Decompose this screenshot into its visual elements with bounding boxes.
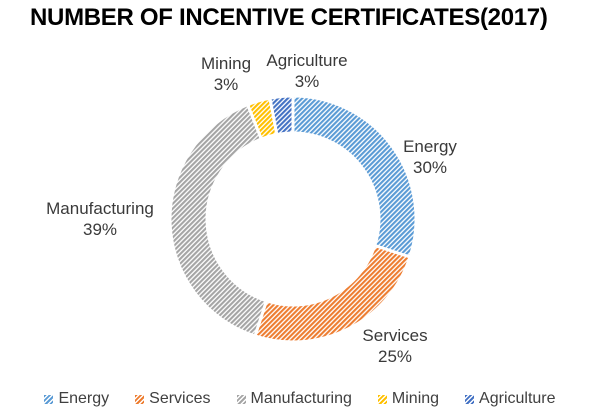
chart-title: NUMBER OF INCENTIVE CERTIFICATES(2017) bbox=[30, 4, 548, 31]
chart-legend: Energy Services Manufacturing Mining Agr… bbox=[0, 387, 600, 411]
legend-label: Mining bbox=[391, 390, 440, 407]
slice-agriculture bbox=[268, 94, 295, 137]
legend-marker-mining bbox=[377, 394, 387, 404]
legend-marker-energy bbox=[44, 394, 54, 404]
slice-label-mining: Mining 3% bbox=[176, 53, 276, 95]
slice-energy bbox=[291, 94, 418, 259]
slice-label-value: 25% bbox=[377, 347, 413, 366]
legend-label: Energy bbox=[58, 390, 110, 407]
legend-marker-agriculture bbox=[465, 394, 475, 404]
legend-item-services: Services bbox=[135, 390, 211, 408]
slice-label-name: Mining bbox=[200, 54, 252, 73]
legend-marker-manufacturing bbox=[236, 394, 246, 404]
slice-label-value: 30% bbox=[412, 158, 448, 177]
legend-item-energy: Energy bbox=[44, 390, 109, 408]
legend-label: Manufacturing bbox=[250, 390, 352, 407]
slice-manufacturing bbox=[168, 102, 269, 338]
legend-item-agriculture: Agriculture bbox=[465, 390, 556, 408]
legend-item-manufacturing: Manufacturing bbox=[236, 390, 352, 408]
slice-label-name: Manufacturing bbox=[46, 199, 154, 218]
slice-label-name: Services bbox=[362, 326, 428, 345]
slice-label-agriculture: Agriculture 3% bbox=[245, 50, 369, 92]
slice-label-value: 39% bbox=[82, 220, 118, 239]
slice-label-value: 3% bbox=[294, 72, 320, 91]
slice-label-name: Agriculture bbox=[266, 51, 348, 70]
slice-label-value: 3% bbox=[213, 75, 239, 94]
slice-label-services: Services 25% bbox=[335, 325, 455, 367]
legend-marker-services bbox=[135, 394, 145, 404]
legend-label: Agriculture bbox=[479, 390, 556, 407]
slice-label-energy: Energy 30% bbox=[370, 136, 490, 178]
legend-item-mining: Mining bbox=[377, 390, 440, 408]
slice-label-name: Energy bbox=[403, 137, 457, 156]
legend-label: Services bbox=[149, 390, 211, 407]
slice-label-manufacturing: Manufacturing 39% bbox=[18, 198, 182, 240]
